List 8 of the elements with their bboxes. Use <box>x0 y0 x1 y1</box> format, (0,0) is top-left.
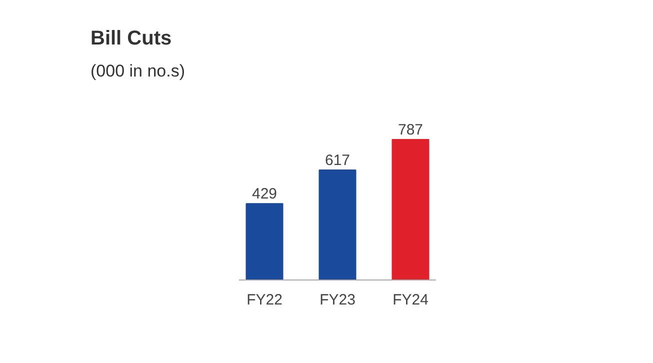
chart-subtitle: (000 in no.s) <box>90 62 185 80</box>
x-tick-label: FY22 <box>246 292 282 308</box>
chart-title: Bill Cuts <box>90 28 172 50</box>
x-tick-label: FY23 <box>320 292 356 308</box>
data-label: 787 <box>398 122 424 138</box>
data-label: 617 <box>324 152 350 169</box>
data-label: 429 <box>252 186 278 203</box>
x-tick-label: FY24 <box>392 292 428 308</box>
